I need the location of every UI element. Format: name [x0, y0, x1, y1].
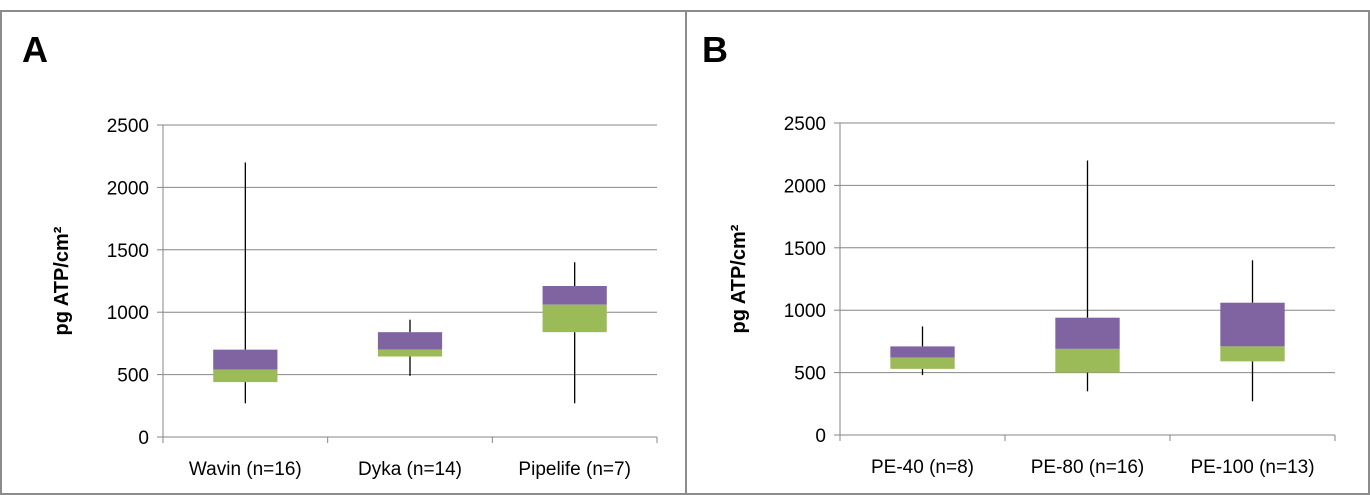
box-upper-q3-median	[1055, 317, 1120, 349]
y-tick-label: 2500	[784, 114, 826, 135]
y-tick-label: 1500	[107, 241, 149, 262]
y-axis-title: pg ATP/cm²	[51, 226, 73, 335]
box-upper-q3-median	[1220, 302, 1285, 347]
x-category-label: PE-100 (n=13)	[1190, 457, 1314, 478]
box-lower-median-q1	[890, 357, 955, 369]
box-lower-median-q1	[1220, 346, 1285, 362]
y-tick-label: 2000	[784, 176, 826, 197]
box-lower-median-q1	[377, 349, 443, 357]
y-tick-label: 500	[794, 364, 826, 385]
y-tick-label: 0	[138, 428, 149, 449]
panel-b-frame	[685, 10, 1370, 495]
box-upper-q3-median	[377, 332, 443, 350]
panel-label: A	[22, 29, 48, 70]
box-lower-median-q1	[213, 369, 278, 383]
x-category-label: Wavin (n=16)	[189, 459, 302, 480]
y-tick-label: 2000	[107, 178, 149, 199]
y-tick-label: 0	[815, 426, 826, 447]
x-category-label: PE-40 (n=8)	[871, 457, 974, 478]
box-upper-q3-median	[890, 346, 955, 358]
box-lower-median-q1	[542, 304, 607, 333]
y-axis-title: pg ATP/cm²	[728, 224, 750, 333]
panel-label: B	[702, 29, 728, 70]
y-tick-label: 1000	[107, 303, 149, 324]
y-tick-label: 1000	[784, 301, 826, 322]
y-tick-label: 2500	[107, 116, 149, 137]
chart-panel-b: B 0 500 1000 1500 2000 2500 pg ATP/cm² PE-40 (n=…	[702, 29, 1336, 478]
y-tick-label: 1500	[784, 239, 826, 260]
x-category-label: PE-80 (n=16)	[1031, 457, 1145, 478]
box-upper-q3-median	[213, 349, 278, 370]
y-tick-label: 500	[117, 366, 149, 387]
x-category-label: Pipelife (n=7)	[518, 459, 630, 480]
chart-panel-a: A 0 500 1000 1500 2000 2500 pg ATP/cm² Wavin (n=…	[22, 29, 658, 480]
x-category-label: Dyka (n=14)	[358, 459, 462, 480]
box-upper-q3-median	[542, 285, 607, 305]
box-lower-median-q1	[1055, 348, 1120, 373]
